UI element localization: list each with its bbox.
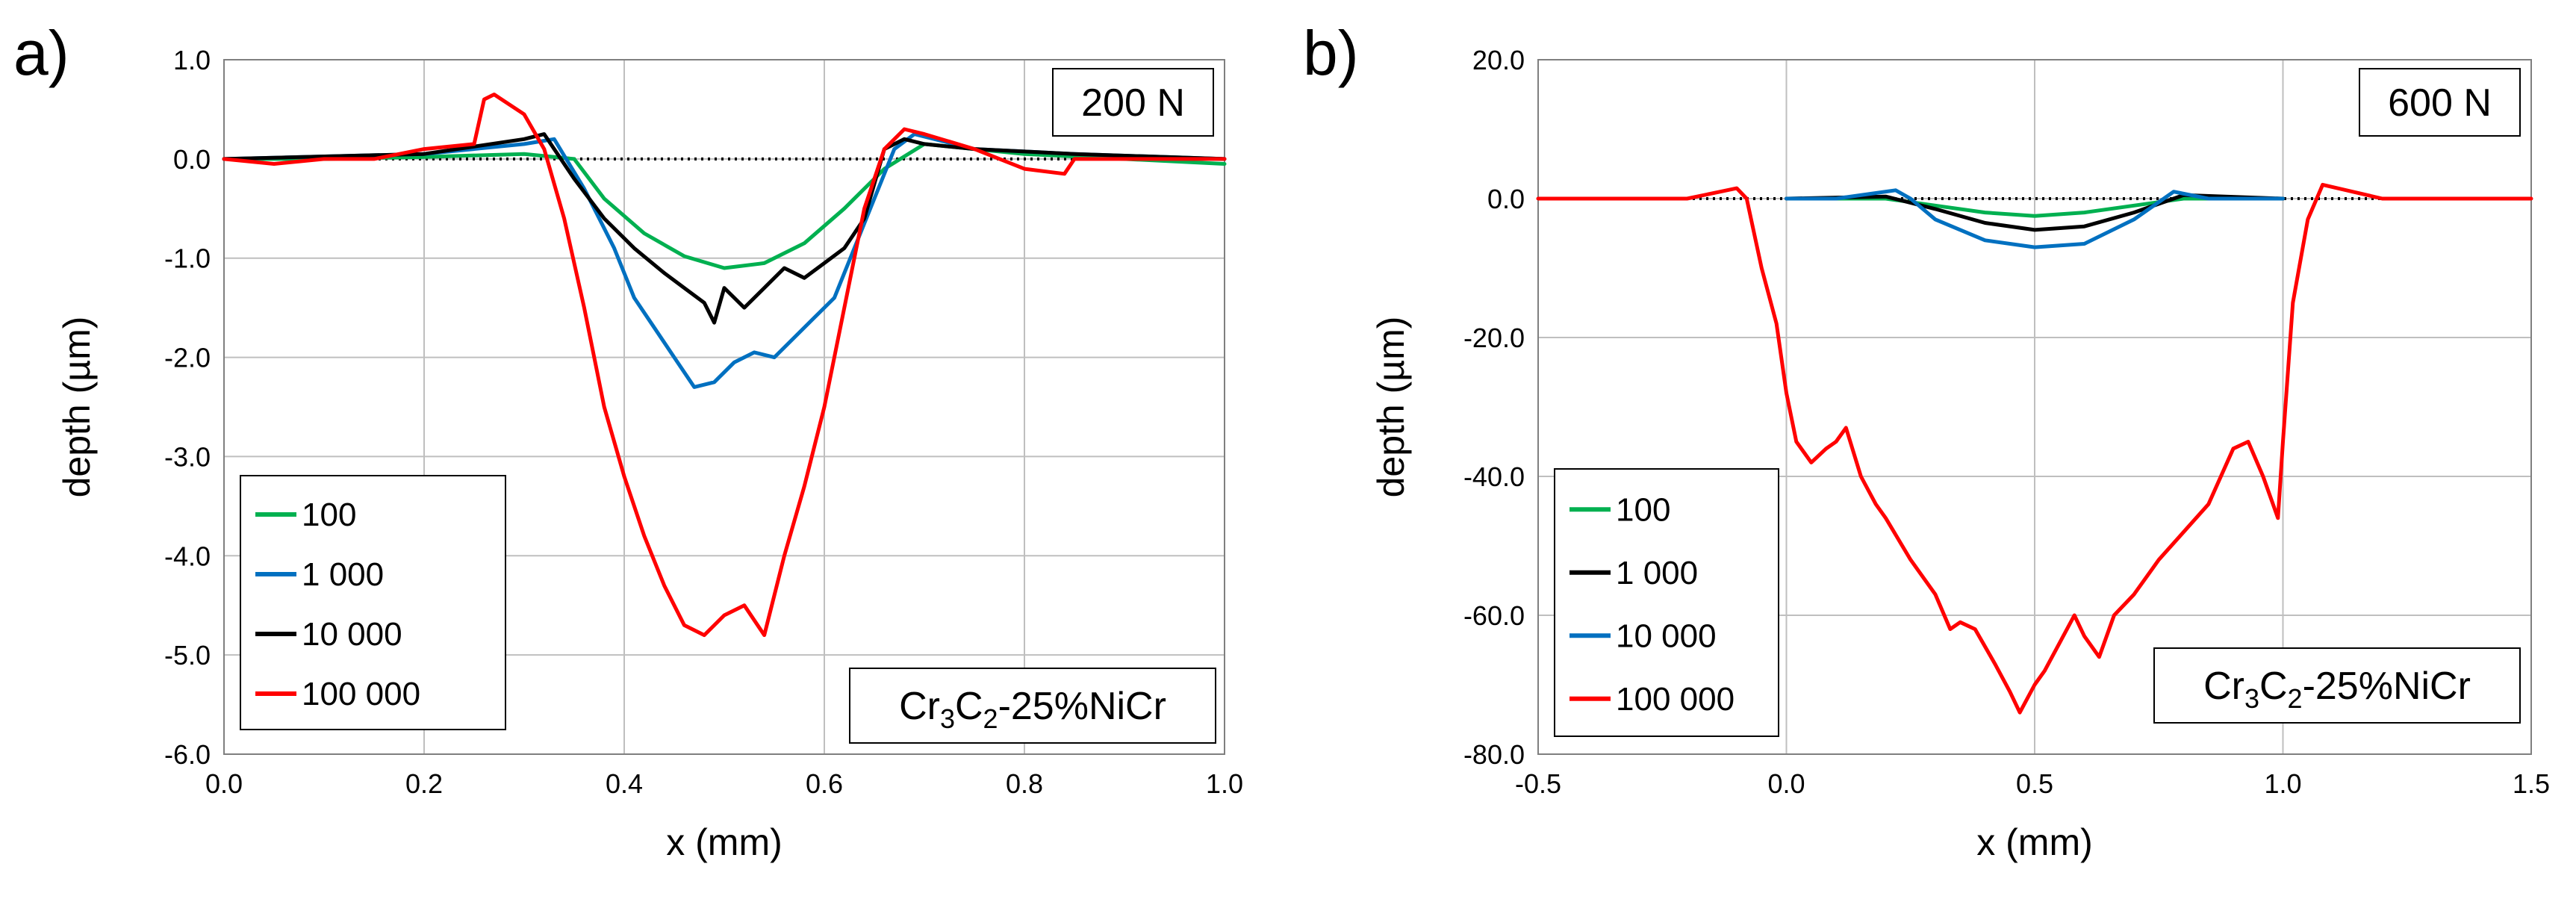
plot-area bbox=[1537, 59, 2532, 755]
panel-b-label: b) bbox=[1303, 18, 1359, 88]
chart-a: 0.0 0.2 0.4 0.6 0.8 1.0 1.0 0.0 -1.0 -2.0 -3.0 -4.0… bbox=[56, 45, 1243, 863]
x-tick-label: 0.8 bbox=[1006, 768, 1043, 799]
legend-entry: 100 bbox=[1616, 491, 1670, 528]
x-tick-label: 0.0 bbox=[205, 768, 243, 799]
y-tick-label: -60.0 bbox=[1463, 600, 1525, 631]
y-tick-label: -2.0 bbox=[164, 343, 211, 373]
y-tick-label: -3.0 bbox=[164, 441, 211, 472]
material-label: Cr3C2-25%NiCr bbox=[899, 685, 1166, 734]
material-label: Cr3C2-25%NiCr bbox=[2203, 665, 2471, 714]
material-text: Cr bbox=[899, 685, 940, 728]
legend-box bbox=[1554, 468, 1779, 737]
legend-entry: 1 000 bbox=[302, 556, 384, 593]
series-line-100000 bbox=[222, 93, 1227, 638]
y-tick-label: 1.0 bbox=[173, 45, 211, 75]
legend-entry: 100 000 bbox=[302, 676, 420, 712]
material-text: Cr bbox=[2203, 665, 2244, 708]
material-text: C bbox=[2259, 665, 2288, 708]
y-tick-label: -80.0 bbox=[1463, 739, 1525, 770]
y-axis-title: depth (µm) bbox=[56, 317, 98, 498]
panel-a-label: a) bbox=[13, 18, 69, 88]
load-label-box bbox=[1052, 68, 1214, 137]
material-subscript: 2 bbox=[983, 703, 998, 734]
x-tick-label: 0.5 bbox=[2016, 768, 2053, 799]
load-label: 200 N bbox=[1081, 81, 1185, 125]
material-subscript: 3 bbox=[2244, 683, 2259, 714]
series-line-1000 bbox=[1785, 193, 2285, 232]
material-label-box bbox=[849, 668, 1216, 744]
x-tick-label: 1.0 bbox=[2264, 768, 2301, 799]
x-tick-label: 0.2 bbox=[405, 768, 443, 799]
material-label-box bbox=[2153, 647, 2521, 724]
x-tick-label: 0.6 bbox=[806, 768, 843, 799]
x-axis-title: x (mm) bbox=[666, 821, 783, 863]
y-tick-label: 0.0 bbox=[1487, 184, 1525, 214]
y-tick-label: 0.0 bbox=[173, 144, 211, 175]
y-tick-label: -6.0 bbox=[164, 739, 211, 770]
material-subscript: 3 bbox=[940, 703, 955, 734]
plot-area bbox=[223, 59, 1225, 755]
load-label: 600 N bbox=[2388, 81, 2492, 125]
series-line-100000 bbox=[1536, 182, 2533, 715]
material-subscript: 2 bbox=[2288, 683, 2303, 714]
y-axis-title: depth (µm) bbox=[1370, 317, 1412, 498]
series-line-10000 bbox=[222, 132, 1227, 325]
y-tick-label: -5.0 bbox=[164, 640, 211, 671]
legend-entry: 10 000 bbox=[302, 616, 402, 653]
x-axis-title: x (mm) bbox=[1976, 821, 2093, 863]
chart-b: -0.5 0.0 0.5 1.0 1.5 20.0 0.0 -20.0 -40.0 -60.0 -8… bbox=[1370, 45, 2550, 863]
material-text: C bbox=[955, 685, 983, 728]
legend-entry: 1 000 bbox=[1616, 555, 1698, 591]
series-line-100 bbox=[222, 142, 1227, 270]
y-tick-label: -20.0 bbox=[1463, 323, 1525, 353]
y-tick-label: -1.0 bbox=[164, 243, 211, 274]
material-text: -25%NiCr bbox=[2303, 665, 2471, 708]
x-tick-label: 0.4 bbox=[606, 768, 643, 799]
y-tick-label: 20.0 bbox=[1472, 45, 1525, 75]
x-tick-label: -0.5 bbox=[1515, 768, 1561, 799]
x-tick-label: 1.5 bbox=[2513, 768, 2550, 799]
series-line-10000 bbox=[1785, 188, 2285, 249]
series-line-1000 bbox=[222, 132, 1227, 389]
material-text: -25%NiCr bbox=[998, 685, 1166, 728]
legend-entry: 100 000 bbox=[1616, 681, 1735, 718]
legend-entry: 100 bbox=[302, 497, 356, 533]
y-tick-label: -4.0 bbox=[164, 541, 211, 571]
x-tick-label: 1.0 bbox=[1206, 768, 1243, 799]
x-tick-label: 0.0 bbox=[1767, 768, 1805, 799]
y-tick-label: -40.0 bbox=[1463, 461, 1525, 492]
legend-entry: 10 000 bbox=[1616, 618, 1717, 654]
legend-box bbox=[240, 475, 506, 730]
load-label-box bbox=[2359, 68, 2521, 137]
